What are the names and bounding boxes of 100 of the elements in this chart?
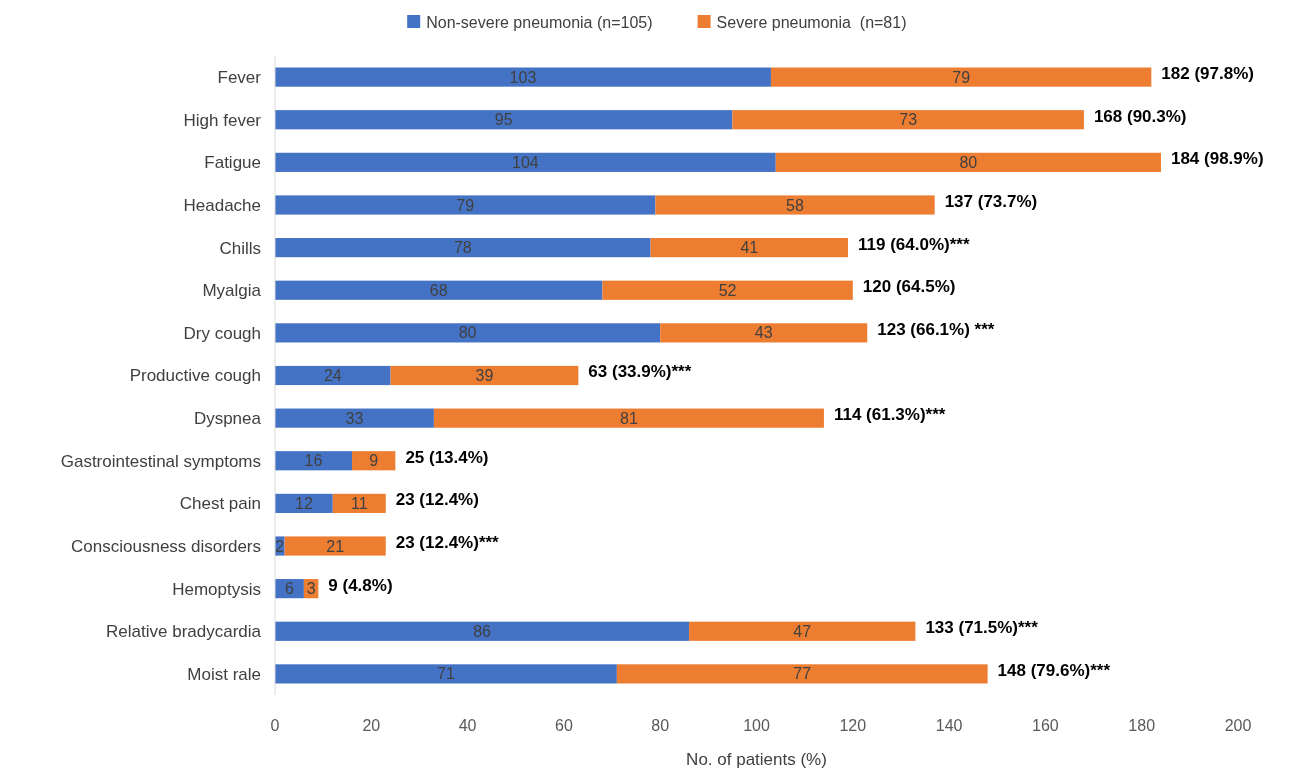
bar	[660, 323, 868, 343]
y-tick-label: Productive cough	[129, 366, 261, 386]
total-label: 168 (90.3%)	[1093, 106, 1187, 126]
x-tick-label: 100	[743, 717, 770, 734]
bar	[616, 664, 988, 684]
y-tick-label: Fever	[217, 68, 262, 88]
y-tick-label: Relative bradycardia	[106, 622, 262, 642]
y-tick-label: Chills	[219, 238, 261, 258]
data-label: 9	[369, 452, 379, 470]
data-label: 79	[456, 196, 475, 214]
total-label: 63 (33.9%)***	[588, 362, 692, 382]
data-label: 78	[453, 239, 472, 257]
x-tick-label: 140	[935, 717, 963, 734]
bar	[602, 280, 853, 300]
x-tick-label: 80	[651, 717, 670, 734]
y-tick-label: High fever	[183, 110, 262, 130]
bar	[275, 110, 733, 130]
total-label: 184 (98.9%)	[1170, 149, 1264, 169]
bar	[655, 195, 935, 215]
total-label: 23 (12.4%)	[395, 490, 479, 510]
bar	[275, 664, 617, 684]
data-label: 33	[345, 409, 364, 427]
total-label: 23 (12.4%)***	[395, 532, 500, 552]
y-tick-label: Consciousness disorders	[71, 536, 261, 556]
total-label: 137 (73.7%)	[944, 191, 1038, 211]
data-label: 43	[754, 324, 773, 342]
data-label: 71	[437, 665, 455, 683]
data-label: 21	[326, 537, 345, 555]
bar	[433, 408, 824, 428]
data-label: 80	[458, 324, 477, 342]
data-label: 86	[473, 622, 492, 640]
x-tick-label: 20	[362, 717, 381, 734]
x-tick-label: 60	[555, 717, 573, 734]
bar	[775, 152, 1161, 172]
x-tick-label: 40	[458, 717, 477, 734]
x-axis-title: No. of patients (%)	[686, 750, 827, 769]
data-label: 73	[899, 111, 918, 129]
data-label: 39	[475, 367, 494, 385]
y-tick-label: Dyspnea	[193, 409, 262, 429]
data-label: 12	[294, 494, 313, 512]
data-label: 24	[323, 367, 342, 385]
bar	[275, 365, 391, 386]
legend-label: Severe pneumonia (n=81)	[716, 13, 907, 31]
total-label: 9 (4.8%)	[328, 575, 393, 595]
bar	[275, 621, 690, 641]
data-label: 95	[494, 111, 513, 129]
legend-label: Non-severe pneumonia (n=105)	[426, 13, 653, 31]
y-tick-label: Dry cough	[183, 323, 261, 343]
data-label: 41	[740, 239, 759, 257]
data-label: 16	[304, 452, 323, 470]
bar	[689, 621, 916, 641]
total-label: 25 (13.4%)	[405, 447, 489, 467]
total-label: 133 (71.5%)***	[925, 618, 1039, 638]
y-tick-label: Fatigue	[204, 153, 261, 173]
total-label: 148 (79.6%)***	[997, 660, 1111, 680]
data-label: 58	[786, 196, 805, 214]
bar	[352, 451, 396, 471]
y-tick-label: Myalgia	[202, 281, 262, 301]
bar	[275, 238, 651, 258]
data-label: 80	[959, 153, 978, 171]
data-label: 79	[952, 68, 971, 86]
total-label: 114 (61.3%)***	[833, 405, 946, 425]
total-label: 182 (97.8%)	[1161, 64, 1254, 84]
y-tick-label: Moist rale	[187, 664, 261, 684]
x-tick-label: 120	[839, 717, 867, 734]
data-label: 81	[620, 409, 638, 427]
data-label: 3	[306, 580, 316, 598]
x-tick-label: 0	[270, 717, 280, 734]
data-label: 68	[429, 281, 448, 299]
bar	[332, 493, 386, 513]
total-label: 119 (64.0%)***	[857, 234, 970, 254]
x-tick-label: 200	[1224, 717, 1252, 734]
data-label: 77	[793, 665, 812, 683]
data-label: 11	[350, 494, 368, 512]
bar	[650, 238, 848, 258]
y-tick-label: Gastrointestinal symptoms	[60, 451, 261, 471]
data-label: 103	[509, 68, 537, 86]
bar	[732, 110, 1084, 130]
y-tick-label: Chest pain	[179, 494, 261, 514]
data-label: 6	[284, 580, 294, 598]
bar	[275, 67, 771, 87]
bar	[390, 365, 579, 386]
bar	[284, 536, 386, 556]
bar	[770, 67, 1152, 87]
bar	[275, 195, 656, 215]
total-label: 123 (66.1%) ***	[877, 319, 995, 339]
total-label: 120 (64.5%)	[862, 277, 956, 297]
bar	[275, 152, 776, 172]
data-label: 47	[793, 622, 812, 640]
y-tick-label: Headache	[183, 195, 261, 215]
x-tick-label: 180	[1128, 717, 1156, 734]
bar	[275, 280, 603, 300]
y-tick-label: Hemoptysis	[172, 579, 261, 599]
bar	[275, 408, 434, 428]
data-label: 2	[275, 537, 285, 555]
data-label: 104	[512, 153, 539, 171]
bar	[275, 323, 661, 343]
data-label: 52	[718, 281, 737, 299]
x-tick-label: 160	[1032, 717, 1059, 734]
bar	[275, 451, 353, 471]
